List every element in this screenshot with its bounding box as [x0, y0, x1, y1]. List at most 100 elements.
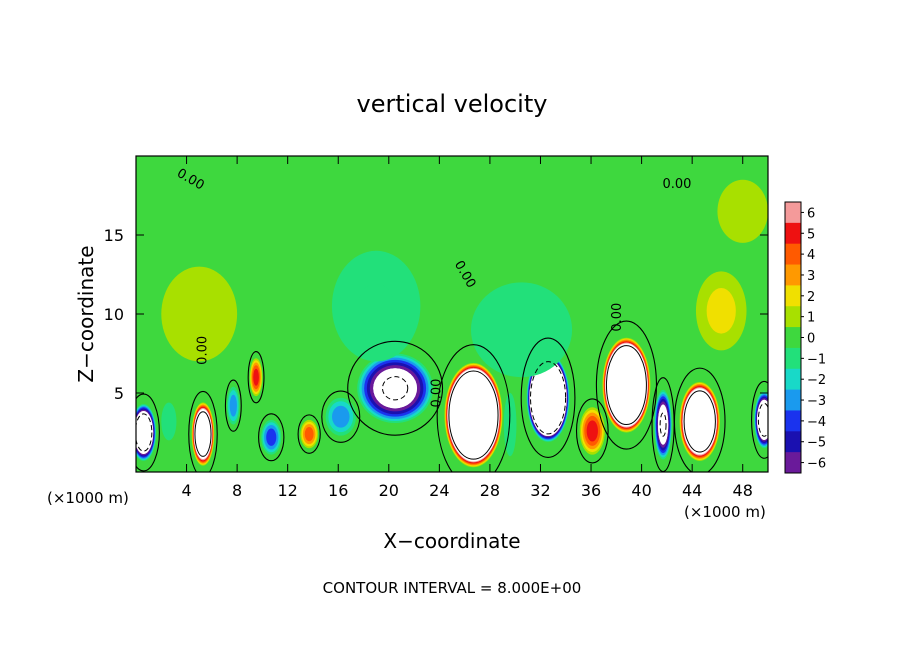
colorbar-swatch — [785, 431, 801, 453]
x-tick-label: 48 — [733, 481, 753, 500]
contour-line — [297, 414, 321, 454]
colorbar-swatch — [785, 452, 801, 474]
field-feature — [261, 419, 282, 455]
colorbar-label: −2 — [807, 373, 826, 388]
contour-line — [436, 344, 511, 472]
field-core — [529, 359, 567, 437]
contour-line — [757, 402, 768, 437]
contour-line — [575, 398, 609, 464]
contour-line — [321, 390, 361, 443]
x-tick-label: 28 — [480, 481, 500, 500]
field-level — [717, 179, 768, 243]
contour-label: 0.00 — [429, 379, 444, 408]
contour-line — [188, 390, 218, 472]
contour-line — [136, 393, 160, 472]
contour-line — [224, 379, 242, 432]
contour-line — [258, 413, 285, 462]
field-level — [332, 405, 350, 428]
field-level — [304, 426, 314, 442]
colorbar-swatch — [785, 327, 801, 349]
field-feature — [679, 381, 720, 461]
colorbar-label: 1 — [807, 311, 815, 326]
chart-title: vertical velocity — [357, 90, 548, 118]
y-tick-label: 10 — [104, 305, 124, 324]
contour-line — [605, 345, 647, 426]
field-feature — [444, 362, 503, 468]
contour-line — [347, 340, 444, 436]
field-core — [193, 409, 212, 460]
y-axis-ticks: 5 10 15 — [104, 226, 768, 403]
contour-interval-footer: CONTOUR INTERVAL = 8.000E+00 — [323, 579, 582, 597]
y-tick-label: 15 — [104, 226, 124, 245]
field-core — [657, 404, 669, 445]
field-feature — [470, 282, 573, 378]
x-tick-label: 36 — [581, 481, 601, 500]
contour-line — [595, 320, 658, 450]
colorbar-label: −1 — [807, 352, 826, 367]
field-level — [586, 420, 598, 442]
field-feature — [331, 250, 421, 362]
field-level — [164, 410, 174, 433]
contour-line — [659, 412, 667, 437]
colorbar-swatch — [785, 306, 801, 328]
field-feature — [300, 419, 319, 449]
contour-line — [194, 411, 212, 457]
x-tick-label: 40 — [631, 481, 651, 500]
colorbar-label: −6 — [807, 457, 826, 472]
colorbar-label: 0 — [807, 332, 815, 347]
colorbar-label: 6 — [807, 206, 815, 221]
field-feature — [357, 353, 434, 424]
contour-label: 0.00 — [610, 303, 625, 332]
contour-line — [530, 361, 567, 435]
colorbar: 6 5 4 3 2 1 0 −1 −2 −3 −4 −5 −6 — [784, 201, 826, 474]
field-feature — [161, 266, 238, 362]
colorbar-swatch — [785, 389, 801, 411]
field-core — [605, 343, 648, 427]
x-tick-label: 8 — [232, 481, 242, 500]
x-tick-label: 20 — [379, 481, 399, 500]
field-feature — [602, 337, 651, 433]
x-tick-label: 4 — [181, 481, 191, 500]
plot-area: 0.00 0.000.000.000.000.00 4 8 12 16 20 24 28 32 3… — [104, 155, 769, 500]
colorbar-label: −4 — [807, 415, 826, 430]
x-unit-left: (×1000 m) — [47, 489, 129, 507]
x-axis-ticks: 4 8 12 16 20 24 28 32 36 40 44 48 — [181, 156, 753, 500]
contour-line — [381, 376, 409, 401]
field-feature — [579, 407, 605, 455]
field-core — [136, 411, 154, 454]
x-tick-label: 44 — [682, 481, 702, 500]
field-level — [266, 428, 277, 446]
colorbar-swatch — [785, 285, 801, 307]
colorbar-label: 5 — [807, 227, 815, 242]
x-axis-label: X−coordinate — [383, 529, 520, 553]
contour-line — [247, 351, 265, 404]
colorbar-label: 2 — [807, 290, 815, 305]
contour-line — [683, 390, 716, 453]
x-unit-right: (×1000 m) — [684, 503, 766, 521]
field-feature — [695, 271, 747, 351]
velocity-field — [136, 156, 768, 472]
field-level — [253, 368, 259, 386]
field-feature — [249, 358, 263, 397]
field-level — [706, 288, 736, 334]
contour-line — [520, 337, 576, 459]
x-tick-label: 24 — [429, 481, 449, 500]
colorbar-label: 4 — [807, 248, 815, 263]
y-axis-label: Z−coordinate — [74, 245, 98, 382]
colorbar-label: −3 — [807, 394, 826, 409]
contour-label: 0.00 — [195, 336, 210, 365]
x-tick-label: 16 — [328, 481, 348, 500]
field-feature — [717, 179, 768, 243]
contour-line — [448, 370, 499, 460]
contour-lines — [136, 320, 768, 472]
field-feature — [654, 389, 672, 460]
field-core — [373, 368, 418, 409]
colorbar-swatch — [785, 264, 801, 286]
x-tick-label: 32 — [530, 481, 550, 500]
contour-line — [751, 380, 768, 459]
colorbar-swatch — [785, 243, 801, 266]
colorbar-swatch — [785, 368, 801, 391]
colorbar-label: 3 — [807, 269, 815, 284]
field-level — [229, 394, 237, 417]
